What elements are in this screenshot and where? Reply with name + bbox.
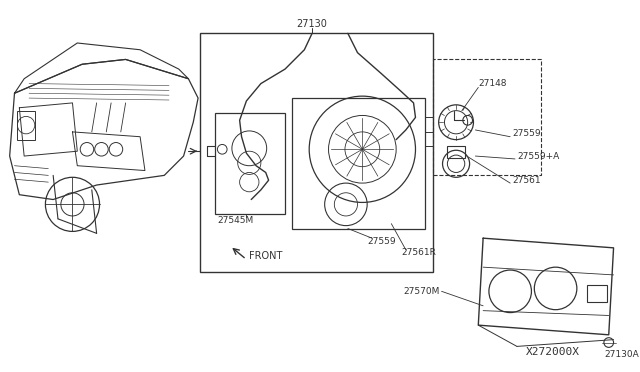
Text: 27148: 27148 bbox=[478, 79, 507, 88]
Text: 27561: 27561 bbox=[512, 176, 541, 185]
Text: 27559: 27559 bbox=[367, 237, 396, 246]
Bar bbox=[588, 285, 607, 302]
Text: 27559+A: 27559+A bbox=[517, 151, 559, 161]
Text: 27570M: 27570M bbox=[403, 287, 440, 296]
Bar bbox=[200, 33, 433, 272]
Bar bbox=[433, 60, 541, 175]
Bar bbox=[292, 98, 425, 228]
Text: X272000X: X272000X bbox=[525, 347, 580, 357]
Bar bbox=[214, 113, 285, 214]
Text: FRONT: FRONT bbox=[250, 251, 283, 260]
Bar bbox=[17, 110, 35, 140]
Text: 27559: 27559 bbox=[512, 129, 541, 138]
Text: 27545M: 27545M bbox=[218, 216, 253, 225]
Text: 27561R: 27561R bbox=[401, 248, 436, 257]
Text: 27130: 27130 bbox=[297, 19, 328, 29]
Bar bbox=[447, 147, 465, 158]
Text: 27130A: 27130A bbox=[604, 350, 639, 359]
